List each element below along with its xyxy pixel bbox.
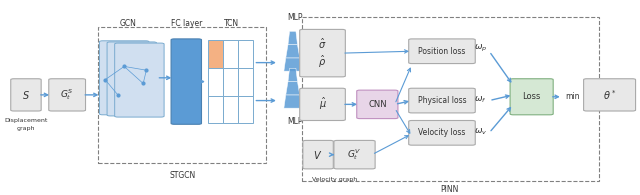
Text: MLP: MLP — [287, 13, 302, 22]
Text: $\hat{\sigma}$
$\hat{\rho}$: $\hat{\sigma}$ $\hat{\rho}$ — [318, 37, 327, 70]
Text: $\omega_f$: $\omega_f$ — [474, 94, 486, 105]
FancyBboxPatch shape — [49, 79, 86, 111]
Text: $\hat{\mu}$: $\hat{\mu}$ — [319, 96, 326, 113]
Text: TCN: TCN — [224, 19, 239, 28]
Text: GCN: GCN — [120, 19, 136, 28]
Polygon shape — [288, 31, 298, 45]
Polygon shape — [284, 58, 301, 71]
Bar — [208, 96, 223, 123]
Text: CNN: CNN — [368, 100, 387, 109]
FancyBboxPatch shape — [115, 43, 164, 117]
Polygon shape — [288, 68, 298, 82]
FancyBboxPatch shape — [409, 39, 476, 64]
FancyBboxPatch shape — [303, 140, 333, 169]
Text: FC layer: FC layer — [172, 19, 203, 28]
FancyBboxPatch shape — [409, 88, 476, 113]
Bar — [238, 68, 253, 96]
Text: MLP: MLP — [287, 117, 302, 126]
Text: $G_t^S$: $G_t^S$ — [60, 87, 74, 102]
Text: $\omega_v$: $\omega_v$ — [474, 127, 487, 137]
Text: Loss: Loss — [522, 92, 541, 101]
Bar — [223, 40, 238, 68]
FancyBboxPatch shape — [99, 41, 149, 115]
FancyBboxPatch shape — [107, 42, 157, 116]
Text: PINN: PINN — [441, 185, 459, 194]
FancyBboxPatch shape — [510, 79, 553, 115]
Bar — [238, 96, 253, 123]
Text: Position loss: Position loss — [419, 47, 466, 56]
FancyBboxPatch shape — [300, 29, 346, 77]
FancyBboxPatch shape — [11, 79, 41, 111]
Text: Displacement: Displacement — [4, 118, 47, 123]
FancyBboxPatch shape — [334, 140, 375, 169]
Text: $\omega_p$: $\omega_p$ — [474, 43, 487, 54]
Bar — [238, 40, 253, 68]
FancyBboxPatch shape — [584, 79, 636, 111]
Polygon shape — [286, 82, 300, 95]
Bar — [302, 17, 599, 181]
Text: STGCN: STGCN — [170, 171, 196, 180]
Bar — [223, 96, 238, 123]
FancyBboxPatch shape — [300, 88, 346, 121]
Text: Velocity loss: Velocity loss — [419, 128, 466, 137]
Bar — [208, 40, 223, 68]
Text: $\theta^*$: $\theta^*$ — [603, 88, 616, 102]
Text: Physical loss: Physical loss — [418, 96, 467, 105]
FancyBboxPatch shape — [409, 121, 476, 145]
Bar — [98, 27, 266, 163]
Text: $V$: $V$ — [314, 149, 323, 161]
Text: $S$: $S$ — [22, 89, 30, 101]
Text: Velocity graph: Velocity graph — [312, 177, 357, 182]
Text: min: min — [565, 92, 580, 101]
Bar — [223, 68, 238, 96]
Polygon shape — [286, 45, 300, 58]
FancyBboxPatch shape — [356, 90, 398, 119]
Text: $G_t^V$: $G_t^V$ — [348, 147, 362, 162]
Polygon shape — [284, 95, 301, 108]
FancyBboxPatch shape — [171, 39, 202, 124]
Text: graph: graph — [17, 126, 35, 131]
Bar — [208, 68, 223, 96]
